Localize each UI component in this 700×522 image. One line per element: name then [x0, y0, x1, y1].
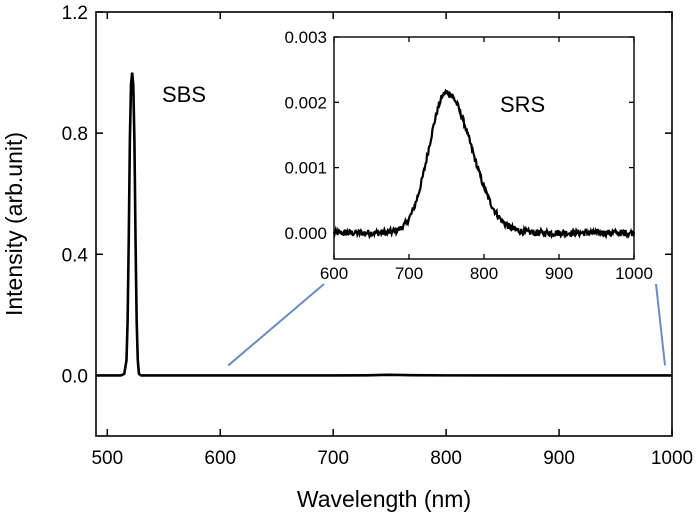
inset-y-tick-label: 0.003 [284, 28, 327, 47]
y-axis-title: Intensity (arb.unit) [1, 132, 27, 316]
inset-x-tick-label: 1000 [615, 264, 653, 283]
sbs-series-line [96, 72, 672, 377]
main-plot-frame [95, 11, 673, 437]
inset-x-tick-label: 800 [470, 264, 498, 283]
zoom-line-left [227, 283, 325, 367]
inset-tick-labels: 600 700 800 900 1000 0.000 0.001 0.002 0.003 [284, 28, 652, 283]
srs-series-line [332, 88, 636, 240]
x-tick-label: 700 [317, 448, 349, 469]
y-tick-label: 0.4 [62, 245, 89, 266]
x-tick-label: 600 [204, 448, 236, 469]
y-tick-label: 0.8 [62, 124, 88, 145]
x-tick-label: 1000 [651, 448, 693, 469]
x-tick-label: 900 [543, 448, 575, 469]
inset-x-tick-label: 600 [320, 264, 348, 283]
x-tick-label: 500 [91, 448, 123, 469]
zoom-line-right [655, 283, 666, 366]
inset-x-tick-label: 900 [545, 264, 573, 283]
sbs-annotation: SBS [162, 82, 206, 107]
y-tick-label: 1.2 [62, 3, 88, 24]
y-tick-label: 0.0 [62, 366, 88, 387]
inset-x-tick-label: 700 [395, 264, 423, 283]
main-tick-labels: 500 600 700 800 900 1000 0.0 0.4 0.8 1.2 [62, 3, 694, 469]
x-tick-label: 800 [430, 448, 462, 469]
srs-annotation: SRS [500, 92, 545, 117]
x-axis-title: Wavelength (nm) [297, 486, 471, 512]
inset-y-tick-label: 0.002 [284, 93, 327, 112]
inset-y-tick-label: 0.000 [284, 224, 327, 243]
inset-y-tick-label: 0.001 [284, 159, 327, 178]
inset-plot-frame [333, 36, 635, 260]
